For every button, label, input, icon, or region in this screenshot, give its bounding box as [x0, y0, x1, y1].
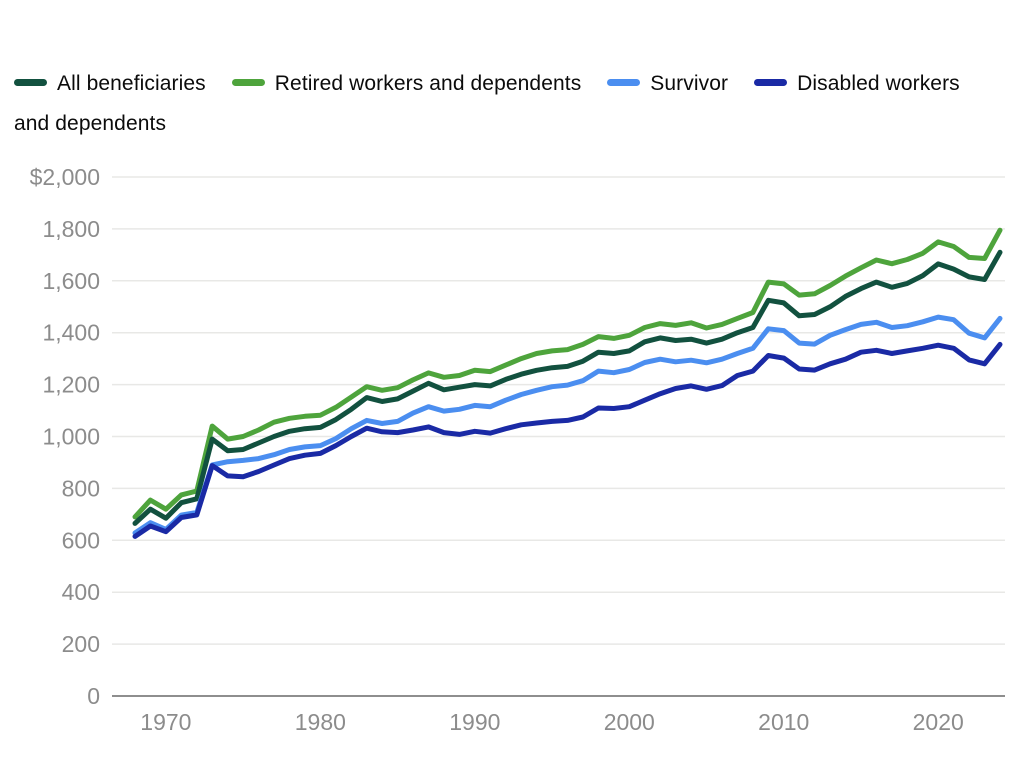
- x-axis-tick-label: 2000: [604, 709, 655, 735]
- chart-legend: All beneficiaries Retired workers and dep…: [14, 64, 982, 144]
- series-line-disabled-workers-and-dependents: [132, 341, 1003, 539]
- x-axis-tick-label: 2020: [913, 709, 964, 735]
- legend-item-label: Retired workers and dependents: [274, 72, 582, 95]
- legend-item-disabled-workers-and-dependents: Disabled workers and dependents: [14, 72, 960, 135]
- legend-item-label: All beneficiaries: [57, 72, 206, 95]
- y-axis-tick-label: 1,200: [42, 372, 100, 398]
- legend-item-label: Survivor: [650, 72, 729, 95]
- y-axis-tick-label: 800: [62, 475, 100, 501]
- y-axis-tick-label: 600: [62, 527, 100, 553]
- legend-swatch-icon: [607, 78, 641, 86]
- series-line-survivor: [132, 314, 1003, 536]
- legend-swatch-icon: [231, 78, 265, 86]
- y-axis-tick-label: $2,000: [30, 164, 100, 190]
- legend-item-label: Disabled workers and dependents: [14, 72, 960, 135]
- x-axis-tick-label: 1970: [140, 709, 191, 735]
- legend-item-survivor: Survivor: [607, 72, 728, 95]
- y-axis-tick-label: 1,800: [42, 216, 100, 242]
- series-line-all-beneficiaries: [132, 249, 1003, 526]
- legend-item-all-beneficiaries: All beneficiaries: [14, 72, 206, 95]
- y-axis-tick-label: 1,600: [42, 268, 100, 294]
- y-axis-tick-label: 400: [62, 579, 100, 605]
- series-line-retired-workers-and-dependents: [132, 227, 1003, 520]
- y-axis-tick-label: 1,000: [42, 424, 100, 450]
- legend-swatch-icon: [14, 78, 47, 86]
- legend-swatch-icon: [754, 78, 788, 86]
- y-axis-tick-label: 200: [62, 631, 100, 657]
- x-axis-tick-label: 1990: [449, 709, 500, 735]
- x-axis-tick-label: 1980: [295, 709, 346, 735]
- x-axis-tick-label: 2010: [758, 709, 809, 735]
- legend-item-retired-workers-and-dependents: Retired workers and dependents: [231, 72, 582, 95]
- y-axis-tick-label: 0: [87, 683, 100, 709]
- y-axis-tick-label: 1,400: [42, 320, 100, 346]
